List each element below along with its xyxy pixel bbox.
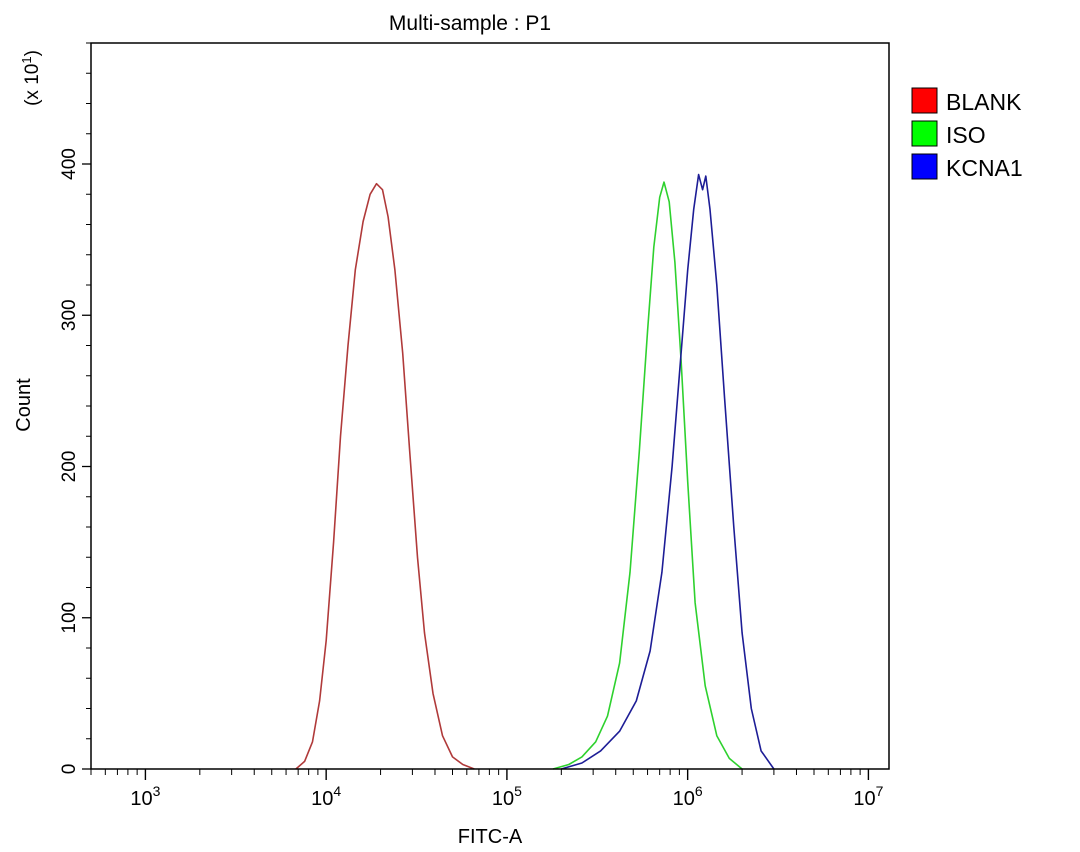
y-multiplier-prefix: (x 10 [22,64,43,106]
x-tick-exponent: 6 [695,783,703,799]
x-tick-base: 10 [673,788,695,810]
y-multiplier-exp: 1 [19,56,34,63]
x-tick-base: 10 [311,788,333,810]
legend-label-blank: BLANK [946,89,1022,115]
x-tick-label: 104 [311,783,341,810]
legend: BLANK ISO KCNA1 [911,87,1023,181]
x-tick-label: 106 [673,783,703,810]
legend-swatch-iso [911,120,938,147]
y-tick-label-group: 100 [59,602,80,634]
y-tick-label: 100 [59,602,80,634]
x-tick-base: 10 [130,788,152,810]
y-axis-label: Count [13,378,35,432]
y-tick-label-group: 0 [59,764,80,775]
x-tick-label: 103 [130,783,160,810]
y-tick-label: 200 [59,451,80,483]
series-line-kcna1 [561,173,775,770]
y-tick-label-group: 300 [59,299,80,331]
y-multiplier-close: ) [22,50,43,56]
legend-swatch-kcna1 [911,153,938,180]
legend-label-kcna1: KCNA1 [946,155,1023,181]
chart-title: Multi-sample : P1 [389,12,551,35]
y-tick-label: 0 [59,764,80,775]
y-tick-label-group: 200 [59,451,80,483]
svg-text:(x 101): (x 101) [19,50,43,106]
x-tick-exponent: 7 [876,783,884,799]
x-tick-label: 107 [853,783,883,810]
plot-frame [90,42,890,770]
x-tick-exponent: 5 [514,783,522,799]
x-tick-base: 10 [853,788,875,810]
y-axis-label-group: Count [13,378,35,432]
y-tick-label: 300 [59,299,80,331]
y-tick-label-group: 400 [59,148,80,180]
series-line-blank [295,182,475,770]
x-axis-label: FITC-A [458,826,523,848]
x-tick-exponent: 3 [153,783,161,799]
y-tick-label: 400 [59,148,80,180]
x-tick-exponent: 4 [333,783,341,799]
plot-area [295,173,775,770]
legend-swatch-blank [911,87,938,114]
x-tick-base: 10 [492,788,514,810]
legend-label-iso: ISO [946,122,986,148]
x-tick-label: 105 [492,783,522,810]
y-multiplier: (x 101) [19,50,43,106]
series-line-iso [552,181,743,770]
